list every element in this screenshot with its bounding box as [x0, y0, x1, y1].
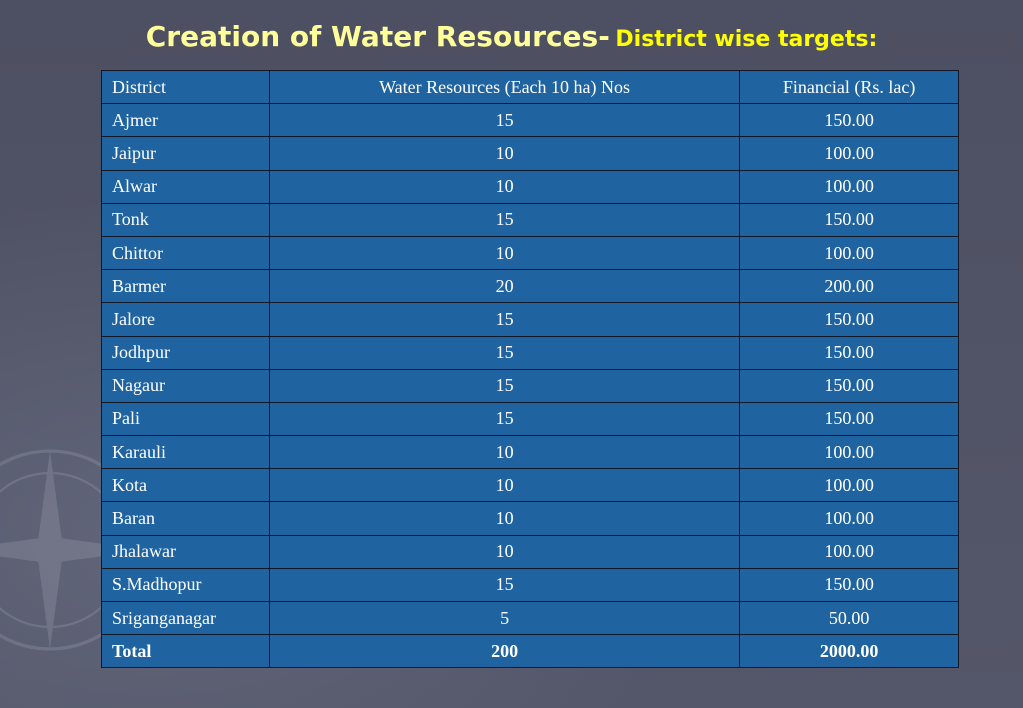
- header-district: District: [101, 69, 270, 105]
- table-row: S.Madhopur 15 150.00: [101, 567, 959, 603]
- total-water-resources: 200: [268, 634, 741, 669]
- cell-financial: 150.00: [739, 567, 959, 603]
- table-row: Tonk 15 150.00: [101, 202, 959, 237]
- cell-financial: 100.00: [739, 501, 959, 536]
- table-row: Chittor 10 100.00: [101, 235, 959, 271]
- cell-water-resources: 10: [268, 136, 741, 171]
- cell-financial: 100.00: [739, 136, 959, 171]
- cell-water-resources: 10: [268, 468, 741, 503]
- header-water-resources: Water Resources (Each 10 ha) Nos: [268, 69, 741, 105]
- cell-district: S.Madhopur: [101, 567, 270, 603]
- cell-financial: 150.00: [739, 302, 959, 337]
- table-total-row: Total 200 2000.00: [101, 634, 959, 669]
- cell-district: Sriganganagar: [101, 600, 270, 636]
- cell-district: Alwar: [101, 169, 270, 204]
- cell-financial: 100.00: [739, 468, 959, 503]
- cell-water-resources: 15: [268, 302, 741, 337]
- cell-district: Jodhpur: [101, 335, 270, 370]
- table-row: Kota 10 100.00: [101, 468, 959, 503]
- cell-district: Chittor: [101, 235, 270, 271]
- cell-water-resources: 15: [268, 401, 741, 437]
- total-financial: 2000.00: [739, 634, 959, 669]
- cell-water-resources: 20: [268, 269, 741, 304]
- cell-water-resources: 10: [268, 534, 741, 569]
- table-row: Barmer 20 200.00: [101, 269, 959, 304]
- cell-water-resources: 15: [268, 368, 741, 403]
- cell-financial: 150.00: [739, 335, 959, 370]
- cell-financial: 100.00: [739, 534, 959, 569]
- table-row: Sriganganagar 5 50.00: [101, 600, 959, 636]
- total-label: Total: [101, 634, 270, 669]
- cell-water-resources: 15: [268, 103, 741, 138]
- cell-water-resources: 10: [268, 501, 741, 536]
- cell-district: Pali: [101, 401, 270, 437]
- table-row: Jaipur 10 100.00: [101, 136, 959, 171]
- table-row: Jhalawar 10 100.00: [101, 534, 959, 569]
- cell-district: Ajmer: [101, 103, 270, 138]
- table-row: Baran 10 100.00: [101, 501, 959, 536]
- cell-water-resources: 5: [268, 600, 741, 636]
- title-sub: District wise targets:: [615, 27, 878, 52]
- cell-financial: 150.00: [739, 103, 959, 138]
- cell-district: Kota: [101, 468, 270, 503]
- cell-district: Karauli: [101, 435, 270, 470]
- cell-water-resources: 10: [268, 235, 741, 271]
- cell-financial: 100.00: [739, 169, 959, 204]
- header-financial: Financial (Rs. lac): [739, 69, 959, 105]
- cell-financial: 150.00: [739, 202, 959, 237]
- table-row: Jalore 15 150.00: [101, 302, 959, 337]
- cell-district: Tonk: [101, 202, 270, 237]
- slide-title: Creation of Water Resources- District wi…: [0, 20, 1023, 53]
- cell-water-resources: 10: [268, 435, 741, 470]
- table-row: Ajmer 15 150.00: [101, 103, 959, 138]
- cell-district: Barmer: [101, 269, 270, 304]
- table-header-row: District Water Resources (Each 10 ha) No…: [101, 69, 959, 105]
- district-targets-table: District Water Resources (Each 10 ha) No…: [101, 69, 959, 669]
- cell-financial: 100.00: [739, 435, 959, 470]
- cell-water-resources: 15: [268, 202, 741, 237]
- cell-water-resources: 15: [268, 567, 741, 603]
- table-row: Pali 15 150.00: [101, 401, 959, 437]
- cell-district: Nagaur: [101, 368, 270, 403]
- cell-financial: 50.00: [739, 600, 959, 636]
- cell-financial: 150.00: [739, 401, 959, 437]
- table-row: Jodhpur 15 150.00: [101, 335, 959, 370]
- cell-financial: 100.00: [739, 235, 959, 271]
- cell-financial: 200.00: [739, 269, 959, 304]
- title-main: Creation of Water Resources-: [145, 20, 610, 53]
- cell-financial: 150.00: [739, 368, 959, 403]
- cell-water-resources: 10: [268, 169, 741, 204]
- cell-water-resources: 15: [268, 335, 741, 370]
- table-row: Alwar 10 100.00: [101, 169, 959, 204]
- cell-district: Jalore: [101, 302, 270, 337]
- cell-district: Baran: [101, 501, 270, 536]
- table-row: Nagaur 15 150.00: [101, 368, 959, 403]
- cell-district: Jaipur: [101, 136, 270, 171]
- cell-district: Jhalawar: [101, 534, 270, 569]
- table-row: Karauli 10 100.00: [101, 435, 959, 470]
